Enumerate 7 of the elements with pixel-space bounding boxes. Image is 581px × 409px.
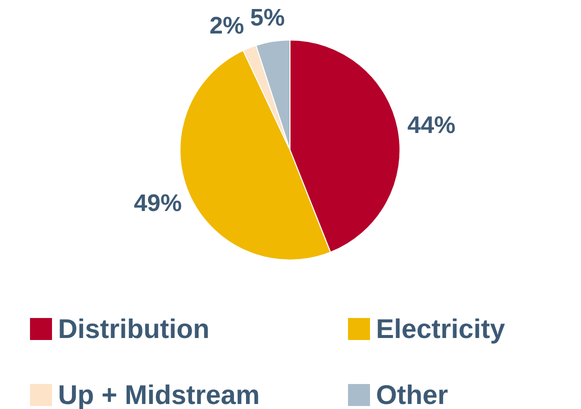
legend-label: Other bbox=[376, 380, 448, 409]
legend-label: Electricity bbox=[376, 314, 506, 344]
data-label: 49% bbox=[134, 190, 182, 218]
data-label: 5% bbox=[250, 4, 285, 32]
data-label: 44% bbox=[407, 112, 456, 139]
legend-label: Distribution bbox=[58, 314, 210, 344]
data-label: 2% bbox=[209, 12, 244, 40]
